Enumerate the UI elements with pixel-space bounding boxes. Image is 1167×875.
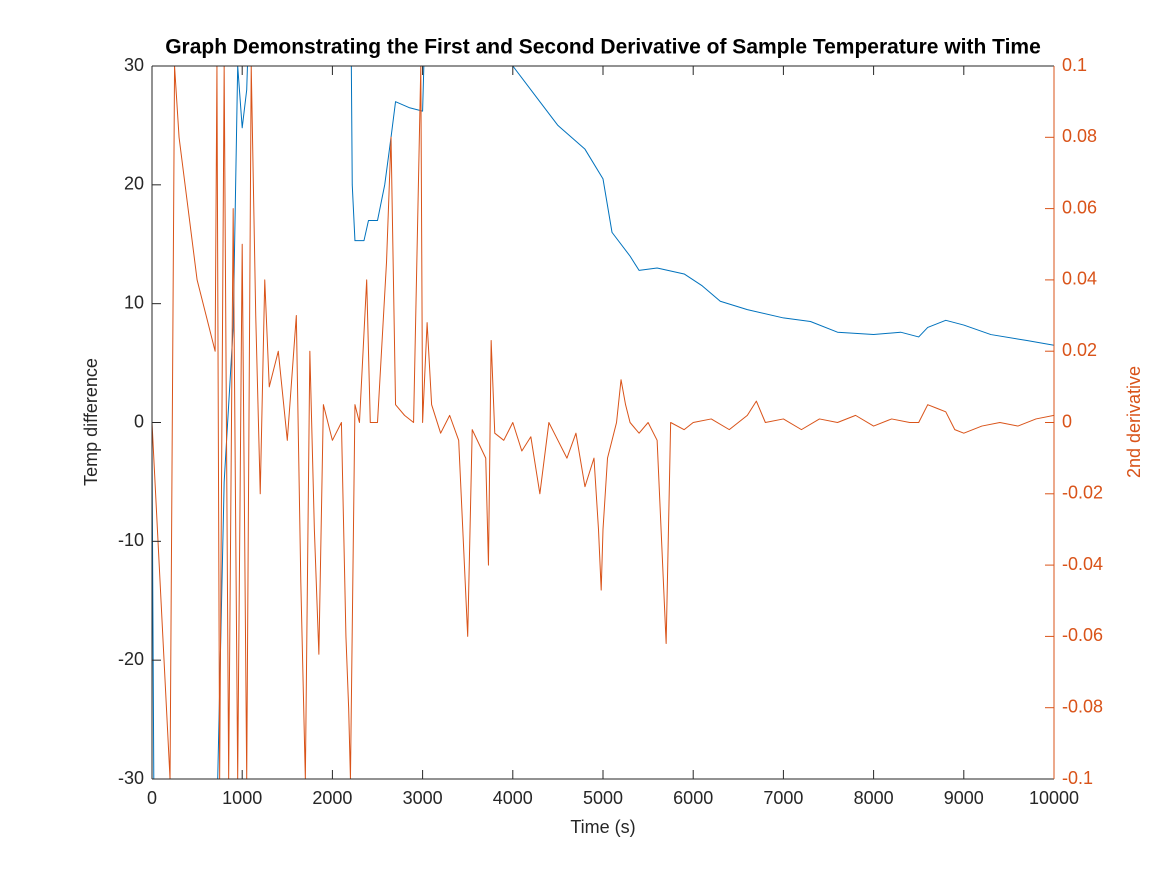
x-tick-label: 7000 [763,788,803,808]
y2-tick-label: 0.06 [1062,197,1097,217]
y-tick-label: 30 [124,55,144,75]
y2-tick-label: -0.08 [1062,696,1103,716]
y-axis-label: Temp difference [81,358,101,486]
plot-area [152,66,1054,779]
x-tick-label: 6000 [673,788,713,808]
y-tick-label: -20 [118,649,144,669]
y2-tick-label: 0.02 [1062,340,1097,360]
x-tick-label: 1000 [222,788,262,808]
y-tick-label: 10 [124,292,144,312]
data-line [152,66,1054,779]
x-tick-label: 10000 [1029,788,1079,808]
y2-tick-label: -0.1 [1062,768,1093,788]
y2-tick-label: 0 [1062,411,1072,431]
y2-tick-label: 0.04 [1062,269,1097,289]
x-axis-label: Time (s) [570,817,635,837]
y2-axis-label: 2nd derivative [1124,366,1144,478]
chart-title: Graph Demonstrating the First and Second… [165,36,1041,59]
y-tick-label: -30 [118,768,144,788]
data-line [152,66,1054,779]
x-tick-label: 4000 [493,788,533,808]
x-tick-label: 8000 [854,788,894,808]
x-tick-label: 2000 [312,788,352,808]
x-tick-label: 5000 [583,788,623,808]
x-tick-label: 0 [147,788,157,808]
y2-tick-label: -0.04 [1062,554,1103,574]
y-tick-label: 20 [124,174,144,194]
x-tick-label: 3000 [403,788,443,808]
x-tick-label: 9000 [944,788,984,808]
y-tick-label: 0 [134,411,144,431]
y2-tick-label: 0.1 [1062,55,1087,75]
y2-tick-label: -0.02 [1062,483,1103,503]
y-tick-label: -10 [118,530,144,550]
y2-tick-label: 0.08 [1062,126,1097,146]
y2-tick-label: -0.06 [1062,625,1103,645]
